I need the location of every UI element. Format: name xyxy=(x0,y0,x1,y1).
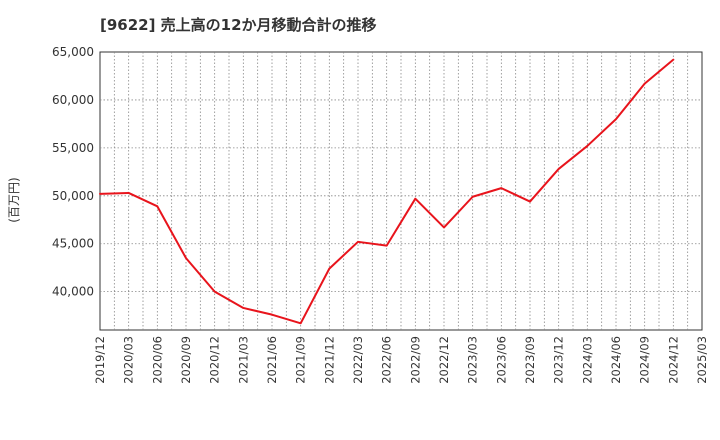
chart-title: [9622] 売上高の12か月移動合計の推移 xyxy=(100,16,377,34)
y-tick-label: 45,000 xyxy=(52,237,94,251)
y-tick-label: 50,000 xyxy=(52,189,94,203)
x-tick-label: 2020/09 xyxy=(179,336,193,384)
x-tick-label: 2020/12 xyxy=(208,336,222,384)
x-tick-label: 2023/09 xyxy=(523,336,537,384)
x-tick-label: 2024/09 xyxy=(638,336,652,384)
y-tick-label: 65,000 xyxy=(52,45,94,59)
y-tick-label: 40,000 xyxy=(52,285,94,299)
x-tick-label: 2022/12 xyxy=(437,336,451,384)
x-tick-label: 2021/06 xyxy=(265,336,279,384)
x-tick-label: 2024/03 xyxy=(580,336,594,384)
x-tick-label: 2021/12 xyxy=(322,336,336,384)
x-tick-label: 2022/03 xyxy=(351,336,365,384)
x-tick-label: 2019/12 xyxy=(93,336,107,384)
x-tick-label: 2022/06 xyxy=(380,336,394,384)
x-tick-label: 2023/03 xyxy=(466,336,480,384)
plot-area xyxy=(99,51,703,331)
x-tick-label: 2022/09 xyxy=(408,336,422,384)
x-tick-label: 2020/06 xyxy=(150,336,164,384)
x-tick-label: 2023/06 xyxy=(494,336,508,384)
x-tick-label: 2023/12 xyxy=(552,336,566,384)
x-tick-label: 2024/06 xyxy=(609,336,623,384)
x-tick-label: 2020/03 xyxy=(122,336,136,384)
x-tick-label: 2025/03 xyxy=(695,336,709,384)
x-tick-label: 2021/09 xyxy=(294,336,308,384)
x-tick-label: 2021/03 xyxy=(236,336,250,384)
y-tick-label: 60,000 xyxy=(52,93,94,107)
y-tick-label: 55,000 xyxy=(52,141,94,155)
x-tick-label: 2024/12 xyxy=(666,336,680,384)
y-axis-label: (百万円) xyxy=(7,177,21,222)
